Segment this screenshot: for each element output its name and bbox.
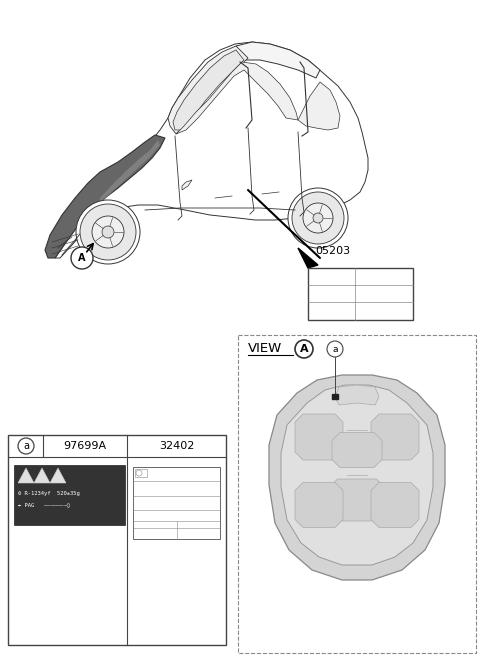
- Polygon shape: [295, 414, 343, 460]
- Circle shape: [292, 192, 344, 244]
- Polygon shape: [173, 50, 244, 130]
- Circle shape: [288, 188, 348, 248]
- Circle shape: [303, 203, 333, 233]
- Text: ⚙ R-1234yf  520±35g: ⚙ R-1234yf 520±35g: [18, 491, 80, 495]
- Bar: [133, 467, 220, 539]
- Circle shape: [80, 204, 136, 260]
- Circle shape: [313, 213, 323, 223]
- Polygon shape: [18, 468, 34, 483]
- Text: 32402: 32402: [159, 441, 194, 451]
- Text: a: a: [23, 441, 29, 451]
- Polygon shape: [298, 248, 318, 268]
- Polygon shape: [182, 180, 192, 190]
- Polygon shape: [100, 140, 160, 205]
- Circle shape: [71, 247, 93, 269]
- Text: a: a: [332, 344, 338, 354]
- Circle shape: [18, 438, 34, 454]
- Circle shape: [136, 470, 142, 476]
- Polygon shape: [371, 414, 419, 460]
- Text: 97699A: 97699A: [63, 441, 107, 451]
- Polygon shape: [45, 135, 165, 258]
- Polygon shape: [50, 468, 66, 483]
- Text: ✒ PAG   ———————○: ✒ PAG ———————○: [18, 502, 70, 508]
- Polygon shape: [281, 385, 433, 565]
- Bar: [14, 465, 125, 525]
- Polygon shape: [34, 468, 50, 483]
- Text: A: A: [300, 344, 308, 354]
- Bar: [308, 268, 413, 320]
- Polygon shape: [236, 42, 320, 78]
- Bar: [135, 469, 147, 477]
- Circle shape: [102, 226, 114, 238]
- Polygon shape: [55, 42, 368, 258]
- Polygon shape: [329, 479, 384, 521]
- Bar: [8, 435, 226, 645]
- Polygon shape: [269, 375, 445, 580]
- Polygon shape: [335, 385, 379, 405]
- Text: A: A: [78, 253, 86, 263]
- Circle shape: [76, 200, 140, 264]
- Circle shape: [92, 216, 124, 248]
- Polygon shape: [295, 483, 343, 527]
- Bar: [238, 335, 476, 653]
- Polygon shape: [168, 46, 248, 134]
- Polygon shape: [371, 483, 419, 527]
- Text: VIEW: VIEW: [248, 342, 282, 356]
- Polygon shape: [298, 82, 340, 130]
- Polygon shape: [332, 432, 382, 468]
- Text: 05203: 05203: [315, 246, 350, 256]
- Circle shape: [295, 340, 313, 358]
- Polygon shape: [176, 62, 298, 134]
- Bar: [332, 394, 338, 399]
- Circle shape: [327, 341, 343, 357]
